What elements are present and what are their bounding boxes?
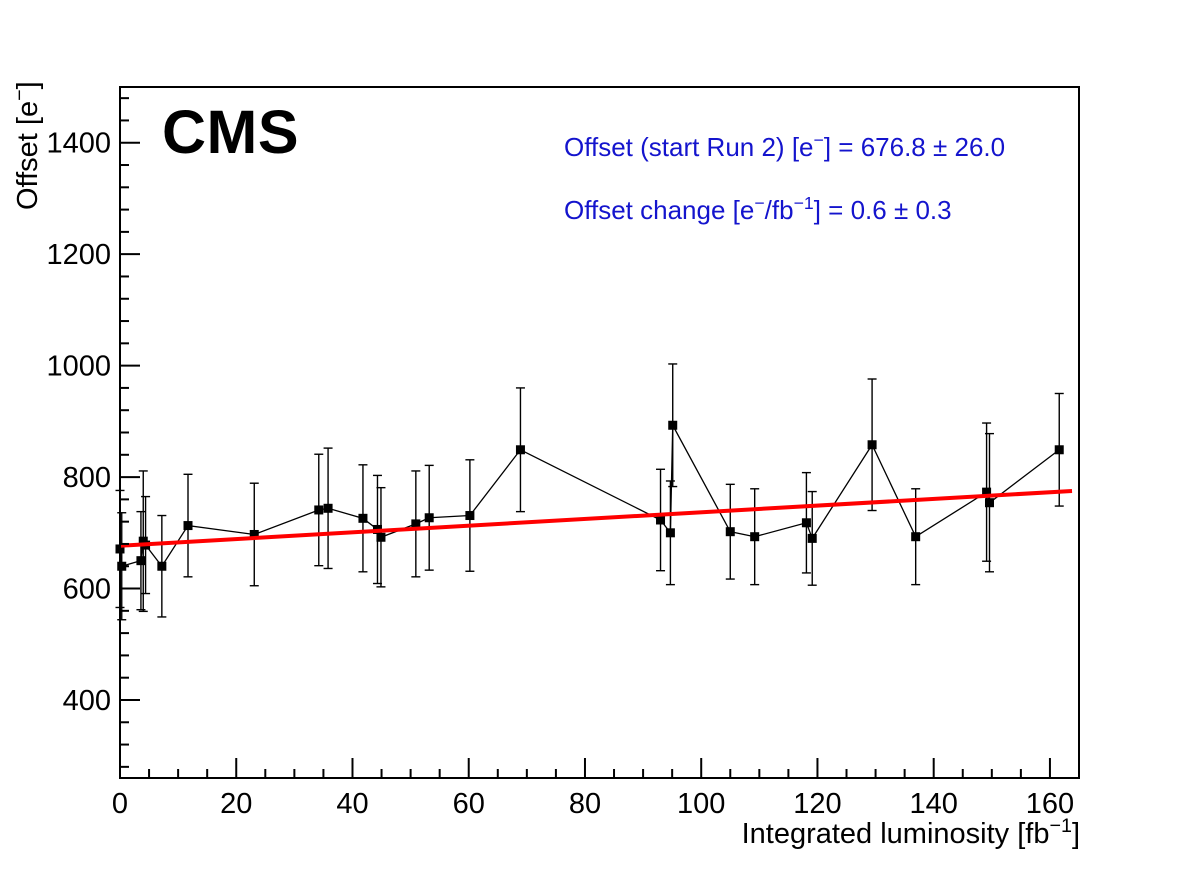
- plot-frame: [119, 86, 1080, 779]
- data-point-marker: [358, 513, 368, 523]
- x-tick-label: 80: [569, 788, 601, 820]
- y-tick-label: 400: [63, 685, 111, 717]
- data-point-marker: [982, 487, 992, 497]
- axis-ticks-group: [119, 97, 1051, 778]
- fit-line-group: [119, 488, 1073, 548]
- data-point-marker: [515, 445, 525, 455]
- data-point-marker: [157, 561, 167, 571]
- x-tick-label: 0: [112, 788, 128, 820]
- data-point-marker: [807, 533, 817, 543]
- data-point-marker: [801, 518, 811, 528]
- y-axis-title: Offset [e−]: [9, 81, 44, 210]
- fit-result-offset-text: Offset (start Run 2) [e−] = 676.8 ± 26.0: [564, 130, 1006, 162]
- connector-line: [119, 422, 1060, 568]
- data-markers-group: [115, 420, 1064, 571]
- data-point-marker: [668, 420, 678, 430]
- data-point-marker: [249, 529, 259, 539]
- x-tick-label: 160: [1026, 788, 1074, 820]
- data-point-marker: [323, 503, 333, 513]
- data-point-marker: [750, 532, 760, 542]
- y-tick-label: 1400: [46, 128, 111, 160]
- data-point-marker: [1054, 445, 1064, 455]
- error-bars-group: [115, 363, 1064, 621]
- y-tick-label: 600: [63, 574, 111, 606]
- data-point-marker: [376, 532, 386, 542]
- x-tick-label: 20: [220, 788, 252, 820]
- cms-experiment-label: CMS: [162, 98, 300, 166]
- data-point-marker: [665, 528, 675, 538]
- data-point-marker: [411, 519, 421, 529]
- fit-line: [119, 488, 1073, 548]
- x-tick-label: 60: [453, 788, 485, 820]
- data-point-marker: [867, 440, 877, 450]
- data-point-marker: [725, 527, 735, 537]
- data-point-marker: [136, 556, 146, 566]
- data-point-marker: [183, 521, 193, 531]
- tick-labels-group: 0 20 40 60 80 100 120 140 160 400 600 800 1000 1200 14…: [46, 128, 1074, 820]
- data-point-marker: [911, 532, 921, 542]
- data-point-marker: [465, 511, 475, 521]
- y-tick-label: 800: [63, 462, 111, 494]
- x-tick-label: 140: [910, 788, 958, 820]
- data-point-marker: [314, 505, 324, 515]
- x-tick-label: 120: [793, 788, 841, 820]
- connector-line-group: [119, 422, 1060, 568]
- x-axis-title: Integrated luminosity [fb−1]: [741, 815, 1080, 850]
- x-tick-label: 100: [677, 788, 725, 820]
- data-point-marker: [424, 513, 434, 523]
- y-tick-label: 1200: [46, 239, 111, 271]
- x-tick-label: 40: [336, 788, 368, 820]
- data-point-marker: [656, 515, 666, 525]
- y-tick-label: 1000: [46, 351, 111, 383]
- plot-frame-group: [119, 86, 1080, 779]
- fit-result-slope-text: Offset change [e−/fb−1] = 0.6 ± 0.3: [564, 193, 952, 225]
- data-point-marker: [984, 498, 994, 508]
